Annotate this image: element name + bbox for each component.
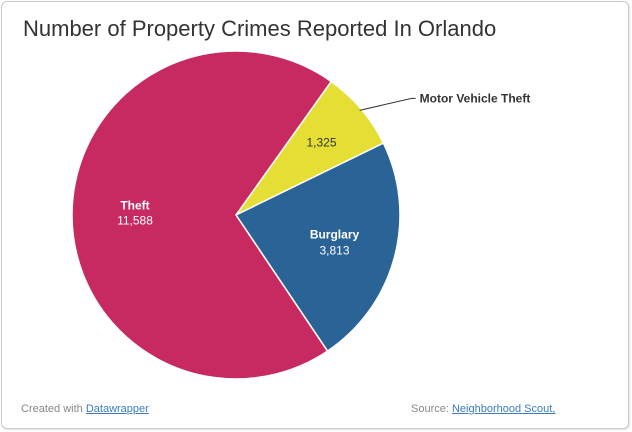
- source-prefix: Source:: [411, 403, 449, 415]
- slice-value-burglary: 3,813: [319, 243, 349, 257]
- slice-label-theft: Theft: [120, 199, 149, 213]
- pie-slices: [71, 50, 401, 380]
- leader-line-motor-vehicle-theft: [359, 97, 416, 111]
- slice-value-theft: 11,588: [117, 214, 153, 228]
- chart-title: Number of Property Crimes Reported In Or…: [23, 16, 497, 41]
- source-note: Source: Neighborhood Scout,: [411, 403, 555, 415]
- created-with-prefix: Created with: [21, 403, 83, 415]
- datawrapper-link[interactable]: Datawrapper: [85, 403, 149, 415]
- slice-value-motor-vehicle-theft: 1,325: [306, 136, 336, 150]
- source-link[interactable]: Neighborhood Scout,: [451, 403, 556, 415]
- slice-label-burglary: Burglary: [310, 227, 360, 241]
- created-with-note: Created with Datawrapper: [21, 403, 149, 415]
- pie-slice-burglary[interactable]: [234, 142, 401, 353]
- pie-slice-theft[interactable]: [71, 50, 333, 380]
- slice-label-motor-vehicle-theft: Motor Vehicle Theft: [420, 91, 531, 105]
